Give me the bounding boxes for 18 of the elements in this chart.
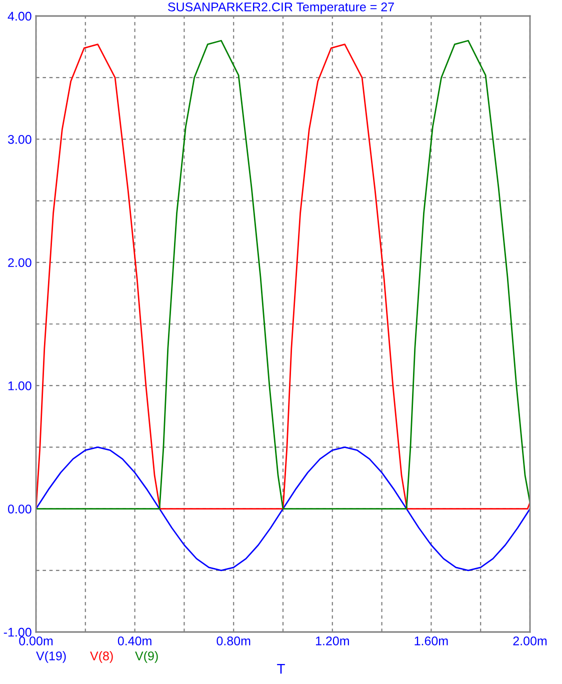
x-tick-label: 0.40m [118,636,152,646]
x-tick-label: 0.80m [216,636,250,646]
text: V(9) [135,651,158,663]
text: V(19) [36,651,66,663]
x-tick-label: 0.00m [19,636,53,646]
y-tick-label: 0.00 [8,504,32,514]
x-tick-label: 1.20m [316,636,349,646]
y-tick-label: -1.00 [4,628,32,637]
y-tick-label: 3.00 [8,135,32,144]
chart-title: SUSANPARKER2.CIR Temperature = 27 [168,2,394,14]
y-tick-label: 1.00 [8,381,32,390]
y-tick-label: 4.00 [8,12,32,21]
text: V(8) [90,651,113,663]
x-tick-label: 1.60m [414,636,448,646]
x-axis-title: T [277,664,285,674]
y-tick-label: 2.00 [8,258,32,268]
line-series [36,446,530,572]
x-tick-label: 2.00m [513,636,547,646]
